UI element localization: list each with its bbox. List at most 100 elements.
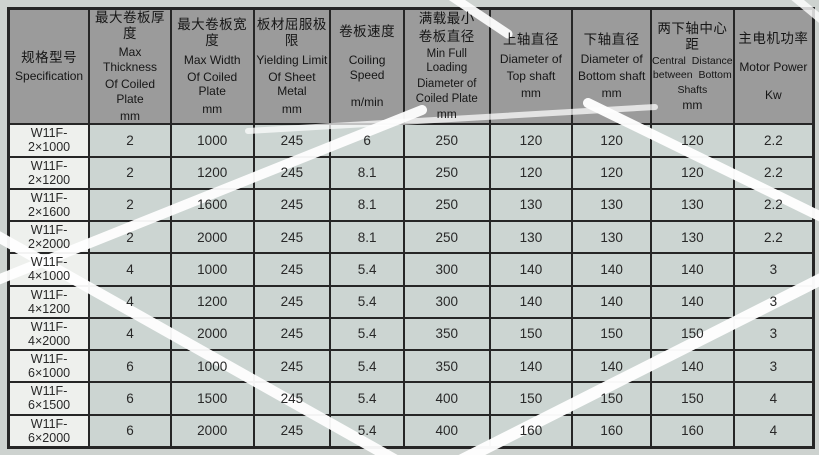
header-zh: 两下轴中心距 [657,20,728,53]
header-en: Bottom shaft [577,69,646,84]
value-cell: 150 [488,381,574,416]
header-cell-motor-power: 主电机功率 Motor Power Kw [732,7,815,126]
value-cell: 245 [252,413,332,449]
spec-table-container: 规格型号 Specification 最大卷板厚度 Max Thickness … [7,7,815,449]
value-cell: 250 [402,187,491,223]
header-zh: 上轴直径 [502,32,559,48]
model-cell: W11F-4×1000 [7,252,91,287]
value-cell: 5.4 [329,349,405,384]
value-cell: 150 [488,316,574,352]
model-cell: W11F-6×1000 [7,349,91,384]
header-en: Of Coiled Plate [187,69,238,99]
table-header: 规格型号 Specification 最大卷板厚度 Max Thickness … [7,7,815,126]
value-cell: 140 [571,284,652,319]
value-cell: 300 [402,252,491,287]
value-cell: 1200 [169,155,255,190]
value-cell: 1500 [169,381,255,416]
value-cell: 300 [402,284,491,319]
value-cell: 400 [402,381,491,416]
header-unit: Kw [765,87,782,102]
value-cell: 6 [88,413,172,449]
value-cell: 120 [571,123,652,158]
value-cell: 250 [402,220,491,255]
value-cell: 2 [88,220,172,255]
value-cell: 140 [488,349,574,384]
header-unit: mm [436,107,457,122]
table-row: W11F-4×1200 4 1200 245 5.4 300 140 140 1… [7,284,815,319]
table-row: W11F-2×1600 2 1600 245 8.1 250 130 130 1… [7,187,815,223]
value-cell: 2.2 [732,220,815,255]
header-en: Of Sheet Metal [268,69,316,99]
table-row: W11F-2×1200 2 1200 245 8.1 250 120 120 1… [7,155,815,190]
header-cell-central-distance: 两下轴中心距 Central Distance between Bottom S… [650,7,735,126]
value-cell: 120 [488,155,574,190]
value-cell: 4 [88,252,172,287]
value-cell: 6 [329,123,405,158]
header-en: Max Width [183,52,241,67]
value-cell: 245 [252,123,332,158]
value-cell: 245 [252,220,332,255]
value-cell: 1000 [169,123,255,158]
header-zh: 卷板直径 [418,28,475,44]
header-unit: mm [601,86,622,101]
header-en: Diameter of [417,77,477,90]
value-cell: 120 [488,123,574,158]
model-cell: W11F-2×2000 [7,220,91,255]
value-cell: 4 [732,413,815,449]
header-cell-max-width: 最大卷板宽度 Max Width Of Coiled Plate mm [169,7,255,126]
header-en: Top shaft [506,69,556,84]
value-cell: 130 [488,187,574,223]
value-cell: 245 [252,187,332,223]
value-cell: 130 [571,220,652,255]
header-unit: mm [520,86,541,101]
header-unit: mm [202,101,223,116]
model-cell: W11F-6×1500 [7,381,91,416]
value-cell: 150 [650,316,735,352]
table-row: W11F-4×1000 4 1000 245 5.4 300 140 140 1… [7,252,815,287]
value-cell: 130 [488,220,574,255]
value-cell: 2 [88,123,172,158]
value-cell: 140 [571,349,652,384]
header-zh: 板材屈服极限 [256,17,327,49]
value-cell: 1200 [169,284,255,319]
value-cell: 3 [732,284,815,319]
value-cell: 140 [650,252,735,287]
header-cell-coiling-speed: 卷板速度 Coiling Speed m/min [329,7,405,126]
value-cell: 160 [571,413,652,449]
header-en: Coiling Speed [348,53,386,82]
value-cell: 2000 [169,413,255,449]
value-cell: 160 [650,413,735,449]
table-body: W11F-2×1000 2 1000 245 6 250 120 120 120… [7,123,815,449]
value-cell: 400 [402,413,491,449]
header-cell-top-shaft-diameter: 上轴直径 Diameter of Top shaft mm [488,7,574,126]
value-cell: 140 [650,349,735,384]
header-en: Shafts [677,83,708,96]
header-en: Of Coiled Plate [104,77,156,106]
header-en: Coiled Plate [415,92,478,105]
value-cell: 350 [402,349,491,384]
table-row: W11F-2×1000 2 1000 245 6 250 120 120 120… [7,123,815,158]
header-unit: mm [682,97,703,112]
model-cell: W11F-4×2000 [7,316,91,352]
value-cell: 350 [402,316,491,352]
value-cell: 120 [650,155,735,190]
value-cell: 1600 [169,187,255,223]
model-cell: W11F-6×2000 [7,413,91,449]
value-cell: 245 [252,381,332,416]
table-row: W11F-6×1500 6 1500 245 5.4 400 150 150 1… [7,381,815,416]
header-zh: 最大卷板厚度 [95,10,165,42]
value-cell: 3 [732,316,815,352]
value-cell: 6 [88,381,172,416]
value-cell: 2 [88,187,172,223]
value-cell: 150 [650,381,735,416]
value-cell: 8.1 [329,187,405,223]
value-cell: 140 [571,252,652,287]
value-cell: 5.4 [329,284,405,319]
value-cell: 3 [732,252,815,287]
value-cell: 4 [88,316,172,352]
header-en: Max Thickness [102,45,158,74]
header-unit: mm [281,101,302,116]
header-zh: 最大卷板宽度 [177,17,248,49]
header-en: between Bottom [652,69,732,82]
